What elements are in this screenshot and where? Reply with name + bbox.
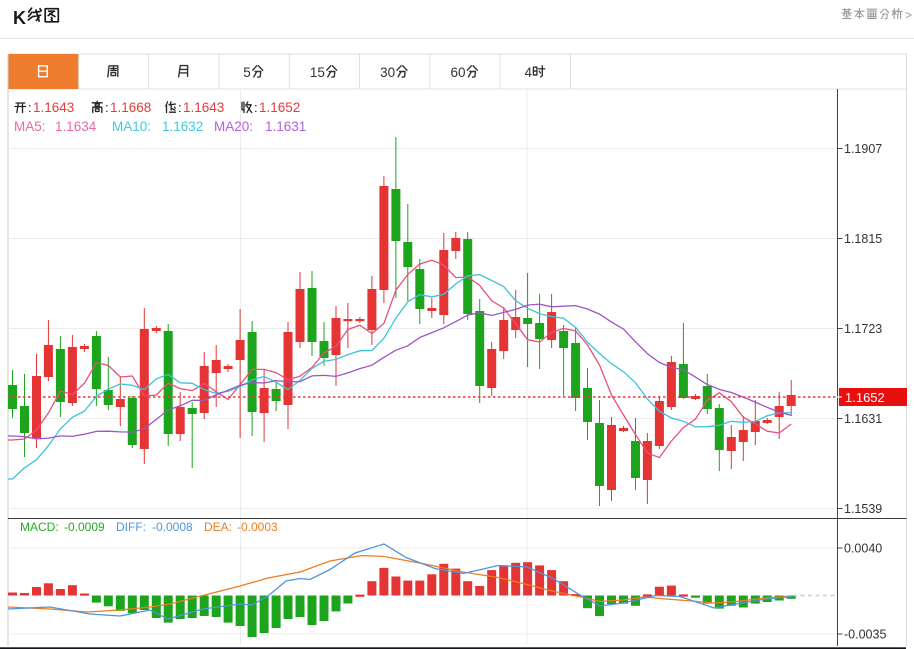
svg-text:-0.0035: -0.0035	[844, 628, 886, 642]
svg-text:K: K	[13, 8, 26, 28]
svg-text:1.1723: 1.1723	[844, 322, 882, 336]
svg-text:1.1634: 1.1634	[55, 119, 97, 134]
svg-text:MACD:: MACD:	[20, 520, 59, 534]
svg-text:1.1632: 1.1632	[162, 119, 203, 134]
svg-text:MA5:: MA5:	[14, 119, 46, 134]
svg-text:MA10:: MA10:	[112, 119, 151, 134]
svg-text:1.1907: 1.1907	[844, 142, 882, 156]
svg-text:15: 15	[310, 65, 325, 80]
svg-text:1.1631: 1.1631	[844, 412, 882, 426]
svg-text:1.1643: 1.1643	[183, 100, 224, 115]
svg-text:1.1631: 1.1631	[265, 119, 306, 134]
svg-text:1.1652: 1.1652	[845, 390, 885, 405]
svg-text:-0.0008: -0.0008	[152, 520, 193, 534]
svg-text:4: 4	[525, 65, 533, 80]
svg-text:MA20:: MA20:	[214, 119, 253, 134]
svg-text:1.1815: 1.1815	[844, 232, 882, 246]
svg-text:DIFF:: DIFF:	[116, 520, 146, 534]
svg-text:-0.0009: -0.0009	[64, 520, 105, 534]
svg-text:1.1643: 1.1643	[33, 100, 74, 115]
svg-text:-0.0003: -0.0003	[237, 520, 278, 534]
svg-text:60: 60	[450, 65, 465, 80]
svg-text::: :	[178, 100, 182, 115]
svg-text:5: 5	[243, 65, 251, 80]
svg-text:0.0040: 0.0040	[844, 542, 882, 556]
svg-text:30: 30	[380, 65, 395, 80]
svg-text:1.1652: 1.1652	[259, 100, 300, 115]
svg-text:>: >	[905, 8, 912, 22]
svg-text::: :	[105, 100, 109, 115]
svg-text::: :	[254, 100, 258, 115]
svg-text:DEA:: DEA:	[204, 520, 232, 534]
svg-text:1.1668: 1.1668	[110, 100, 151, 115]
svg-text:1.1539: 1.1539	[844, 502, 882, 516]
svg-text::: :	[28, 100, 32, 115]
